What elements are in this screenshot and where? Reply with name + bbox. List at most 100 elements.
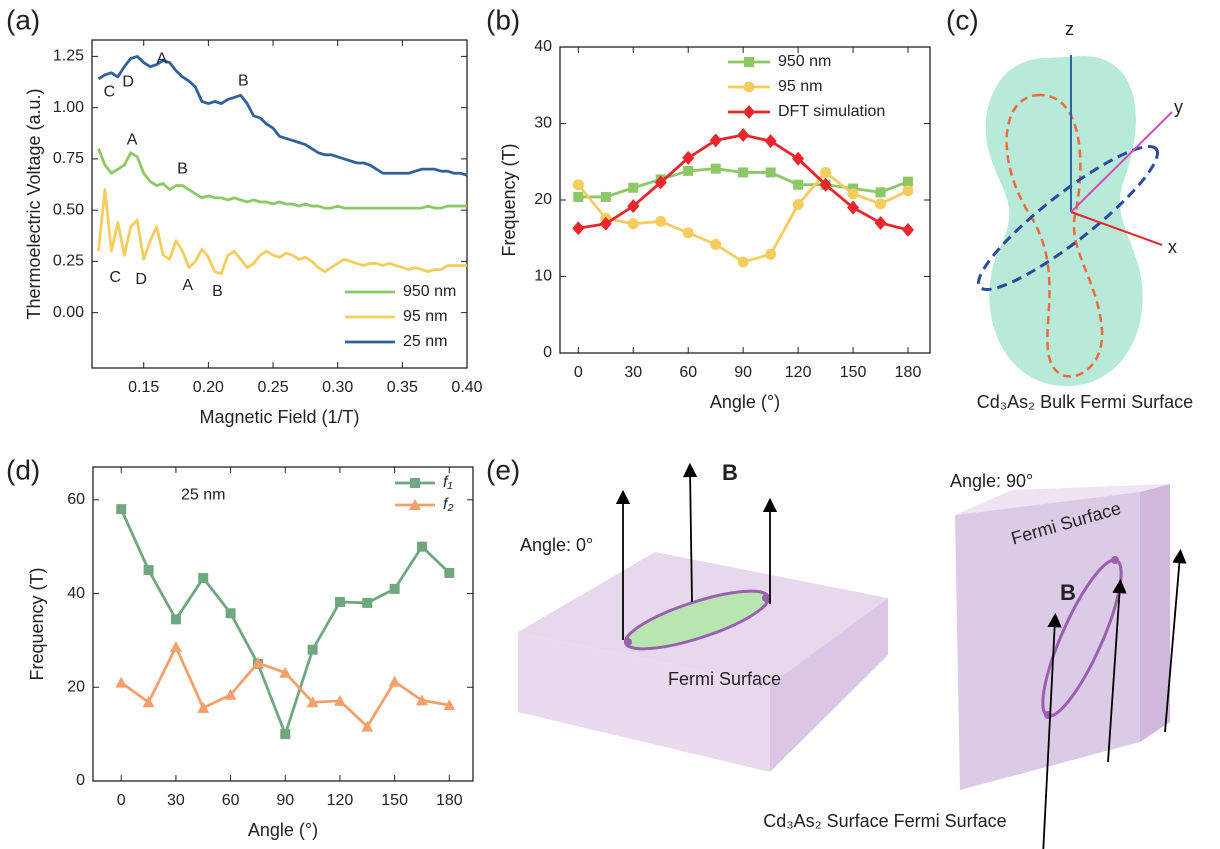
legend-label: f₂ <box>443 496 454 513</box>
x-tick-label: 60 <box>679 364 697 381</box>
x-tick-label: 120 <box>785 364 812 381</box>
series-line <box>577 171 909 264</box>
x-tick-label: 0 <box>574 364 583 381</box>
x-tick-label: 90 <box>276 792 294 809</box>
y-tick-label: 1.00 <box>53 99 84 116</box>
marker <box>875 187 886 198</box>
marker <box>389 583 400 594</box>
annotation: 25 nm <box>181 486 225 503</box>
marker <box>902 222 915 237</box>
axis-label: y <box>1174 97 1183 117</box>
marker <box>362 597 373 608</box>
x-tick-label: 30 <box>624 364 642 381</box>
marker <box>169 640 182 652</box>
orbit-point <box>762 594 770 602</box>
marker <box>903 176 914 187</box>
legend-label: 950 nm <box>778 53 831 70</box>
orbit-point <box>1111 556 1119 564</box>
panel-label: (c) <box>946 4 979 35</box>
panel-label: (e) <box>486 454 520 485</box>
x-tick-label: 120 <box>327 792 354 809</box>
marker <box>572 179 584 191</box>
axis-label: x <box>1168 237 1177 257</box>
annotation: C <box>104 84 116 101</box>
marker <box>573 191 584 202</box>
x-axis-title: Angle (°) <box>248 820 318 840</box>
marker <box>572 221 585 236</box>
x-axis-title: Angle (°) <box>710 392 780 412</box>
axis-x <box>1070 211 1163 246</box>
annotation: A <box>182 277 193 294</box>
marker <box>683 165 694 176</box>
field-arrow <box>1107 578 1127 763</box>
annotation: D <box>135 271 147 288</box>
axis-label: z <box>1065 19 1074 39</box>
marker <box>902 185 914 197</box>
orbit <box>977 144 1159 292</box>
legend-marker <box>743 81 755 93</box>
legend-label: 25 nm <box>403 333 447 350</box>
marker <box>143 565 154 576</box>
marker <box>764 134 777 149</box>
panel-label: (d) <box>6 454 40 485</box>
legend-label: 95 nm <box>403 308 447 325</box>
marker <box>874 215 887 230</box>
y-axis-title: Frequency (T) <box>27 567 47 680</box>
plot-frame <box>92 466 474 782</box>
field-label: B <box>722 460 738 485</box>
marker <box>710 238 722 250</box>
marker <box>251 656 264 668</box>
y-tick-label: 40 <box>534 38 552 55</box>
x-tick-label: 0.40 <box>451 379 482 396</box>
marker <box>600 191 611 202</box>
x-tick-label: 150 <box>840 364 867 381</box>
y-axis-title: Thermoelectric Voltage (a.u.) <box>24 88 44 319</box>
series-line <box>119 508 451 736</box>
x-tick-label: 90 <box>734 364 752 381</box>
marker <box>444 567 455 578</box>
marker <box>361 720 374 732</box>
field-arrow <box>1164 548 1187 733</box>
bulk-diagram: z y x Cd₃As₂ Bulk Fermi Surface <box>977 19 1193 412</box>
marker <box>628 182 639 193</box>
x-tick-label: 30 <box>167 792 185 809</box>
marker <box>142 696 155 708</box>
marker <box>654 175 667 190</box>
plot-frame <box>91 39 468 369</box>
marker <box>765 248 777 260</box>
y-tick-label: 40 <box>67 585 85 602</box>
annotation: D <box>122 74 134 91</box>
axis-y <box>1070 111 1173 213</box>
y-tick-label: 10 <box>534 268 552 285</box>
marker <box>279 666 292 678</box>
plot-frame <box>559 46 931 354</box>
x-axis-title: Magnetic Field (1/T) <box>199 407 359 427</box>
series-line <box>97 148 467 210</box>
legend-label: f₁ <box>443 474 453 491</box>
angle-label: Angle: 0° <box>520 535 593 555</box>
marker <box>443 699 456 711</box>
marker <box>280 729 291 740</box>
marker <box>709 133 722 148</box>
marker <box>710 163 721 174</box>
y-axis-title: Frequency (T) <box>499 143 519 256</box>
slab-top <box>955 484 1170 515</box>
marker <box>792 151 805 166</box>
panel-label: (b) <box>486 4 520 35</box>
orbit-point <box>624 638 632 646</box>
marker <box>415 694 428 706</box>
marker <box>416 541 427 552</box>
x-tick-label: 0.25 <box>257 379 288 396</box>
x-tick-label: 150 <box>381 792 408 809</box>
marker <box>334 596 345 607</box>
marker <box>115 676 128 688</box>
legend-label: 950 nm <box>403 283 456 300</box>
series-line <box>578 133 909 232</box>
y-tick-label: 0 <box>543 344 552 361</box>
x-tick-label: 60 <box>222 792 240 809</box>
fermi-surface <box>985 56 1143 387</box>
slab-side <box>518 632 770 772</box>
y-tick-label: 60 <box>67 491 85 508</box>
